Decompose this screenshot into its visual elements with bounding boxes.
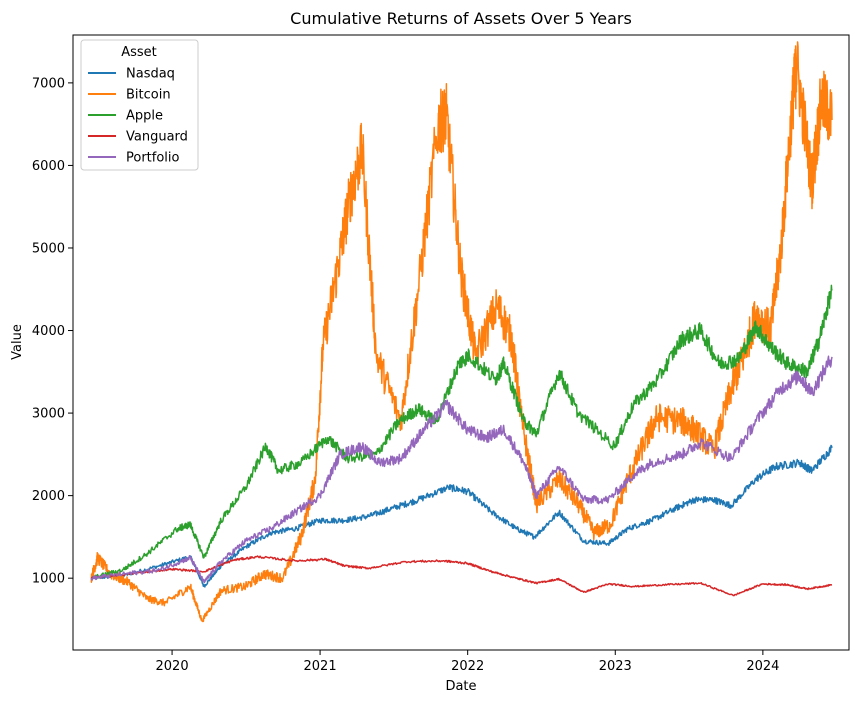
y-tick-label: 5000 xyxy=(32,241,65,256)
y-axis-label: Value xyxy=(10,324,25,360)
x-tick-label: 2022 xyxy=(451,659,484,674)
y-tick-label: 2000 xyxy=(32,489,65,504)
series-line-apple xyxy=(90,284,833,580)
series-layer xyxy=(90,41,833,623)
legend-label-portfolio: Portfolio xyxy=(126,151,180,166)
legend: Asset Nasdaq Bitcoin Apple Vanguard Portfolio xyxy=(80,39,199,171)
x-tick-label: 2024 xyxy=(746,659,779,674)
legend-title: Asset xyxy=(121,45,157,60)
x-tick-label: 2021 xyxy=(304,659,337,674)
x-tick-label: 2020 xyxy=(156,659,189,674)
x-axis-label: Date xyxy=(445,679,476,694)
legend-label-nasdaq: Nasdaq xyxy=(126,67,175,82)
x-tick-label: 2023 xyxy=(599,659,632,674)
chart-title: Cumulative Returns of Assets Over 5 Year… xyxy=(290,9,632,28)
y-tick-label: 1000 xyxy=(32,572,65,587)
y-tick-label: 7000 xyxy=(32,76,65,91)
legend-label-apple: Apple xyxy=(126,109,163,124)
series-line-portfolio xyxy=(90,355,833,584)
x-axis: 2020 2021 2022 2023 2024 xyxy=(156,650,779,674)
legend-label-vanguard: Vanguard xyxy=(126,130,188,145)
y-tick-label: 6000 xyxy=(32,159,65,174)
plot-area-frame xyxy=(72,34,850,651)
series-line-nasdaq xyxy=(90,444,833,588)
y-tick-label: 3000 xyxy=(32,407,65,422)
legend-label-bitcoin: Bitcoin xyxy=(126,88,171,103)
series-line-bitcoin xyxy=(90,41,833,623)
y-axis: 1000 2000 3000 4000 5000 6000 7000 xyxy=(32,76,73,587)
series-line-vanguard xyxy=(90,555,833,597)
y-tick-label: 4000 xyxy=(32,324,65,339)
